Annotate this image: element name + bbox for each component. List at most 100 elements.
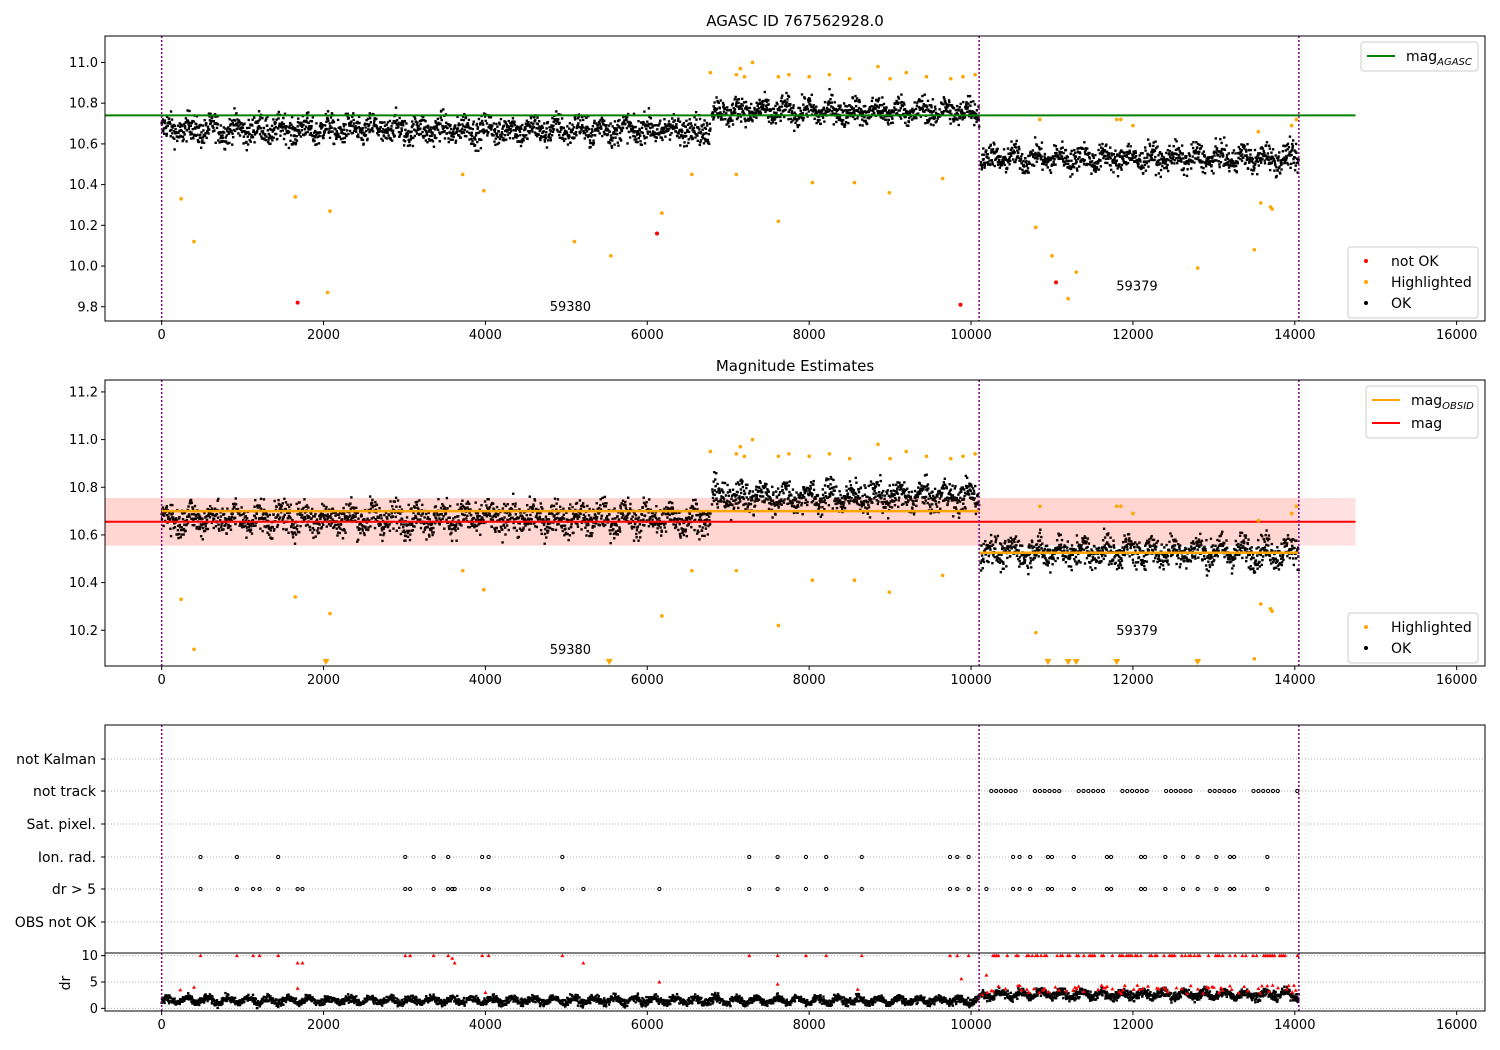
ok-point <box>631 126 635 130</box>
ok-point <box>737 101 740 105</box>
ok-point <box>663 118 666 121</box>
ok-point <box>755 116 758 119</box>
ok-point <box>227 126 230 129</box>
ok-point <box>1007 152 1010 156</box>
ok-point <box>801 119 805 122</box>
ok-point <box>1278 151 1281 154</box>
ok-point <box>457 519 460 522</box>
ok-point <box>563 524 567 527</box>
ok-point <box>294 141 298 145</box>
ok-point <box>296 125 299 128</box>
ok-point <box>875 98 878 102</box>
ok-point <box>385 128 388 131</box>
ok-point <box>267 132 271 136</box>
ok-point <box>1249 148 1252 152</box>
ok-point <box>918 98 921 102</box>
ok-point <box>257 119 260 123</box>
ok-point <box>196 516 199 519</box>
ok-point <box>589 141 592 145</box>
ok-point <box>283 497 286 501</box>
ok-point <box>495 122 498 126</box>
ok-point <box>1184 162 1187 165</box>
ok-point <box>583 517 586 520</box>
ok-point <box>464 115 468 119</box>
ok-point <box>1053 157 1056 161</box>
ok-point <box>265 511 268 515</box>
ok-point <box>178 515 181 519</box>
highlighted-point <box>787 72 791 77</box>
ok-point <box>312 528 316 532</box>
ok-point <box>169 503 172 507</box>
ok-point <box>1182 157 1185 160</box>
ok-point <box>245 140 248 144</box>
ok-point <box>1006 166 1009 170</box>
ok-point <box>874 107 877 110</box>
ok-point <box>540 136 543 139</box>
ok-point <box>459 502 463 506</box>
ok-point <box>862 110 865 114</box>
highlighted-point <box>738 66 743 71</box>
ok-point <box>298 501 301 504</box>
ok-point <box>199 146 203 149</box>
ok-point <box>861 112 865 115</box>
ok-point <box>738 107 741 111</box>
ok-point <box>1290 162 1293 166</box>
ok-point <box>1201 152 1204 155</box>
ok-point <box>713 101 716 104</box>
ok-point <box>683 141 686 144</box>
ok-point <box>1170 161 1173 165</box>
ok-point <box>544 136 548 140</box>
highlighted-point <box>690 172 694 177</box>
ok-point <box>858 100 861 104</box>
ok-point <box>559 128 563 131</box>
ok-point <box>868 117 871 120</box>
ok-point <box>814 108 817 111</box>
ok-point <box>448 526 451 529</box>
ok-point <box>727 125 731 128</box>
ok-point <box>539 128 542 131</box>
ok-point <box>1088 157 1092 160</box>
ok-point <box>616 119 620 123</box>
ok-point <box>554 122 558 125</box>
ok-point <box>625 118 628 122</box>
ok-point <box>990 159 993 162</box>
ok-point <box>847 111 850 115</box>
ok-point <box>458 522 462 525</box>
ok-point <box>1170 159 1173 163</box>
ok-point <box>245 148 249 152</box>
ok-point <box>1194 151 1197 155</box>
ok-point <box>527 123 531 127</box>
ok-point <box>807 110 811 113</box>
ok-point <box>284 143 288 146</box>
ok-point <box>303 119 306 123</box>
ok-point <box>1003 163 1006 167</box>
ok-point <box>1222 164 1225 167</box>
ok-point <box>668 138 672 141</box>
ok-point <box>342 506 345 510</box>
ok-point <box>907 124 910 127</box>
ok-point <box>165 507 168 510</box>
ok-point <box>475 524 479 528</box>
ok-point <box>597 126 600 130</box>
ok-point <box>250 136 253 139</box>
ok-point <box>278 503 281 507</box>
ok-point <box>366 137 369 141</box>
ok-point <box>1240 149 1243 152</box>
ok-point <box>593 129 597 132</box>
ok-point <box>347 515 350 519</box>
ok-point <box>852 109 856 113</box>
panel1-title: AGASC ID 767562928.0 <box>706 12 884 30</box>
ok-point <box>1284 144 1287 148</box>
ok-point <box>1253 167 1256 170</box>
ok-point <box>1146 153 1150 157</box>
ok-point <box>333 523 337 527</box>
ok-point <box>324 507 327 510</box>
ok-point <box>603 119 606 123</box>
ok-point <box>860 109 863 112</box>
ok-point <box>995 157 998 160</box>
ok-point <box>410 125 414 129</box>
ok-point <box>814 112 817 116</box>
ok-point <box>362 532 366 535</box>
ok-point <box>1241 153 1244 156</box>
ok-point <box>497 141 501 145</box>
